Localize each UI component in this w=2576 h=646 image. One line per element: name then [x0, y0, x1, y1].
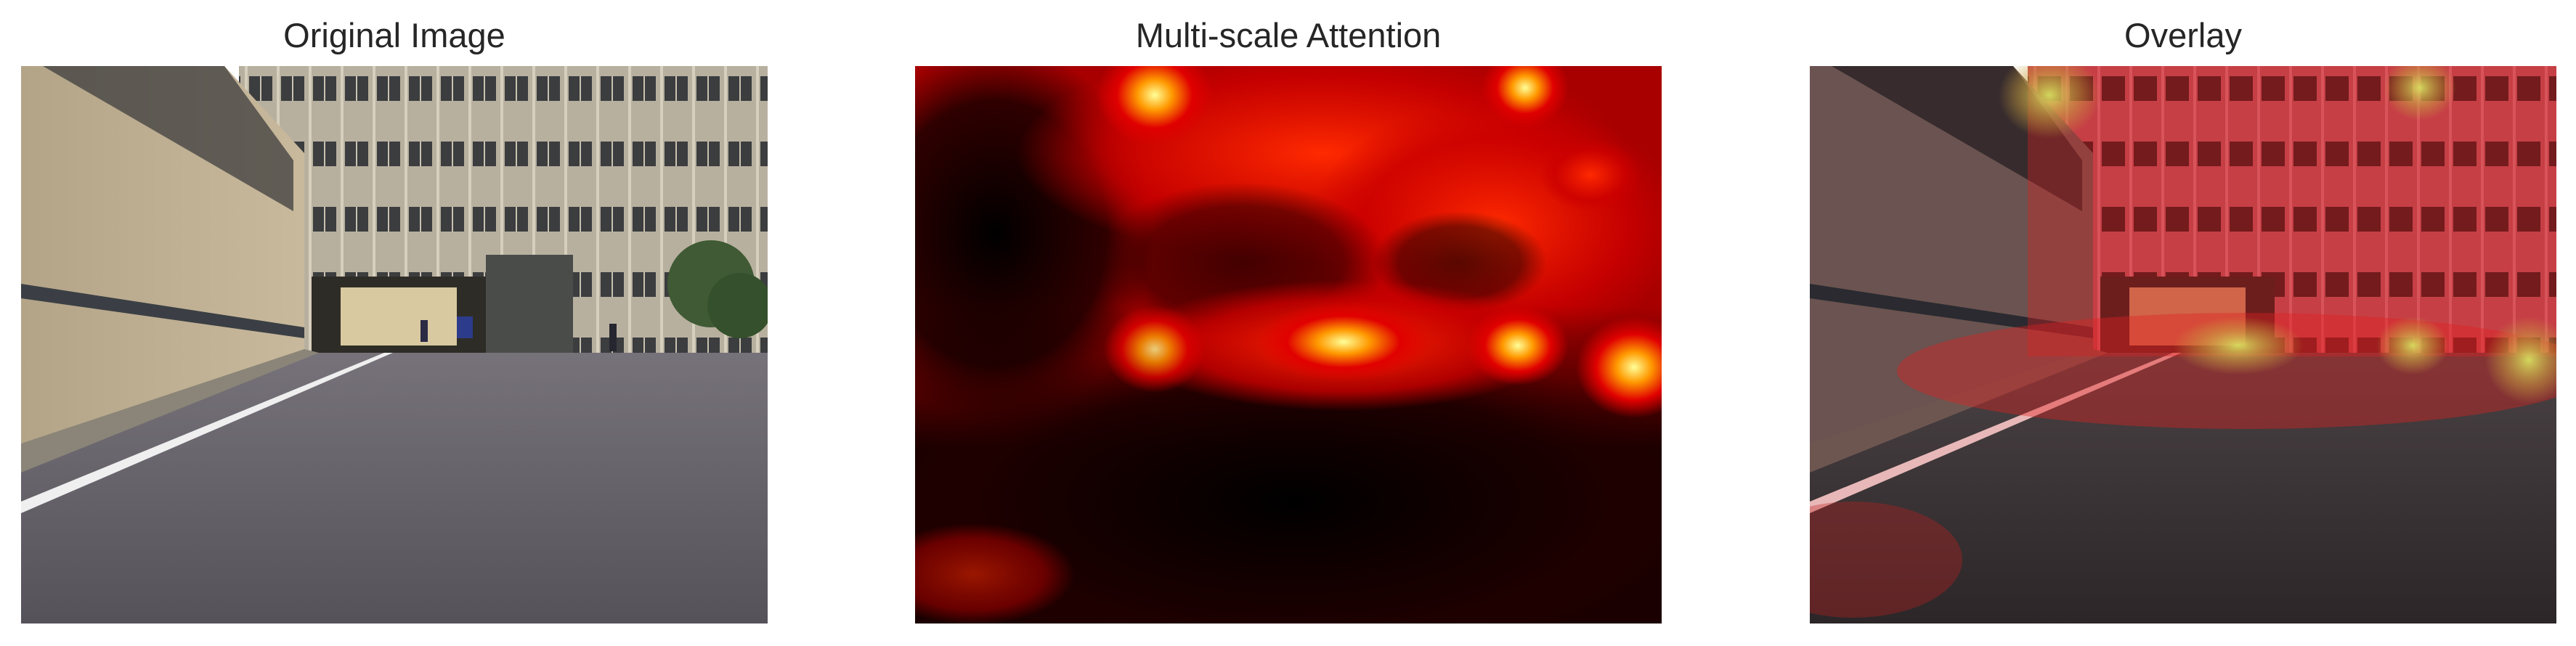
- panel-overlay: Overlay: [1810, 0, 2556, 646]
- panel-title: Original Image: [283, 16, 505, 54]
- panel-original-image: Original Image: [21, 0, 768, 646]
- panel-title: Multi-scale Attention: [1135, 16, 1442, 54]
- overlay-image: [1810, 66, 2556, 623]
- attention-heatmap: [915, 66, 1662, 623]
- panel-title: Overlay: [2124, 16, 2242, 54]
- original-photo: [21, 66, 768, 623]
- panel-multi-scale-attention: Multi-scale Attention: [915, 0, 1662, 646]
